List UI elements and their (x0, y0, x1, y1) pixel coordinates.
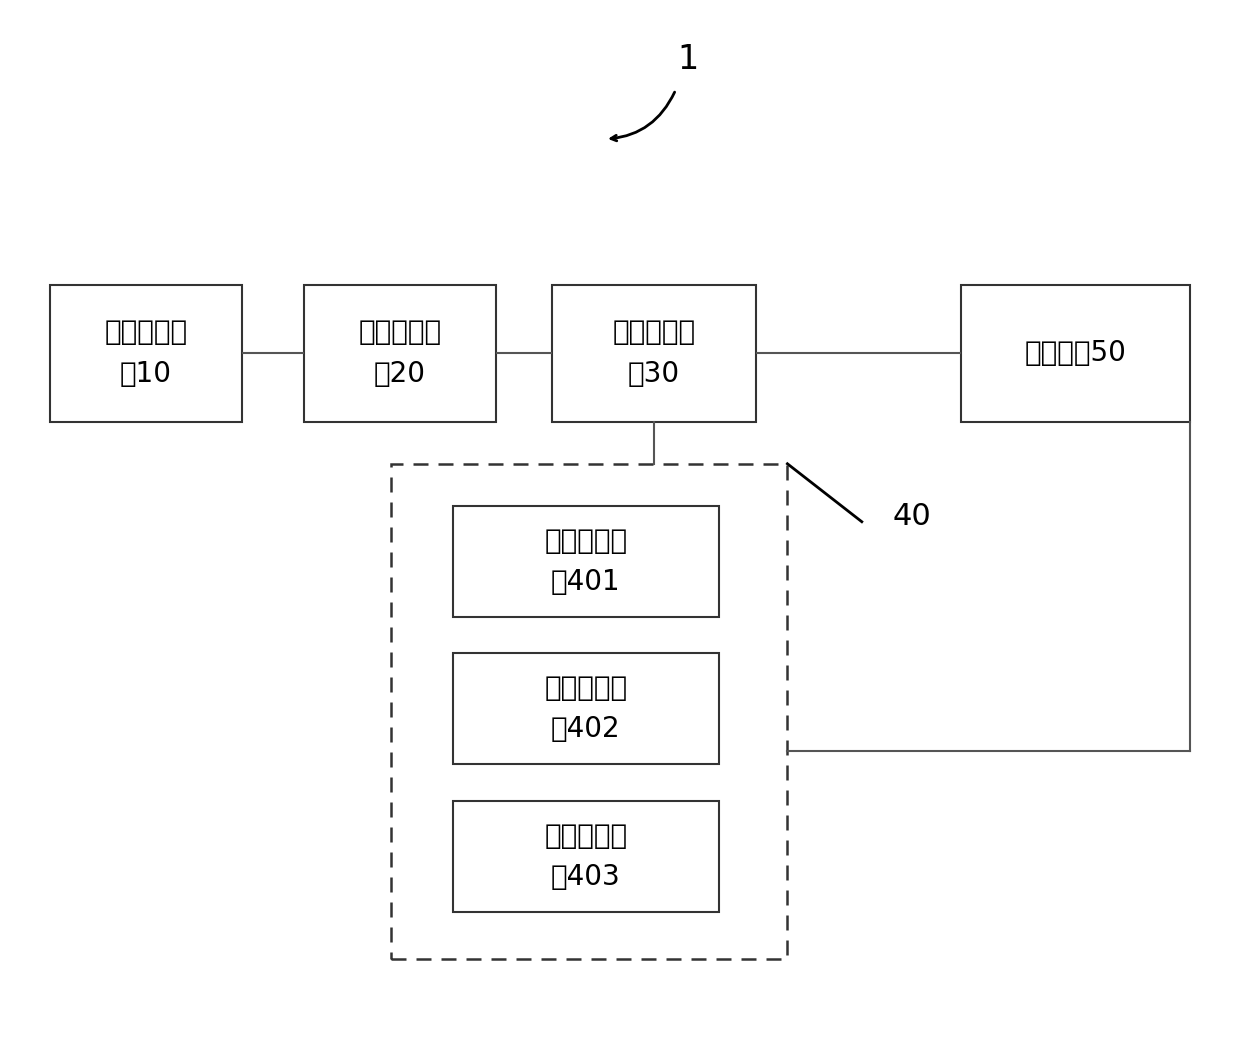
Text: 傅斜调整单
元403: 傅斜调整单 元403 (544, 822, 627, 891)
Text: 并排调整单
元401: 并排调整单 元401 (544, 527, 627, 596)
Text: 图像判断单
元30: 图像判断单 元30 (613, 318, 696, 388)
Bar (453, 506, 719, 617)
Bar (961, 285, 1190, 422)
Text: 图像解析单
元20: 图像解析单 元20 (358, 318, 441, 388)
Text: 1: 1 (677, 43, 699, 76)
Bar (391, 464, 787, 959)
Bar (453, 653, 719, 764)
Text: 40: 40 (893, 502, 931, 531)
Text: 贴合单元50: 贴合单元50 (1024, 339, 1127, 367)
Text: 图像预设单
元10: 图像预设单 元10 (104, 318, 187, 388)
Bar (552, 285, 756, 422)
Text: 上下调整单
元402: 上下调整单 元402 (544, 675, 627, 743)
Bar (50, 285, 242, 422)
Bar (453, 801, 719, 912)
Bar (304, 285, 496, 422)
